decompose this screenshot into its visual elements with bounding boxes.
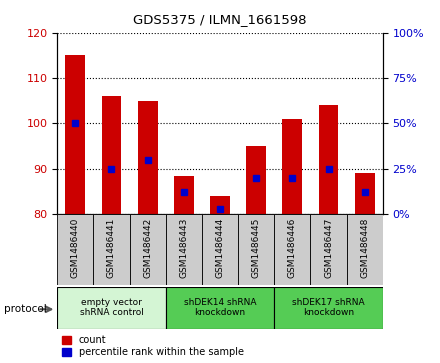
Bar <box>246 146 266 214</box>
Bar <box>129 214 166 285</box>
Legend: count, percentile rank within the sample: count, percentile rank within the sample <box>62 335 244 357</box>
Bar <box>57 214 93 285</box>
Bar <box>138 101 158 214</box>
Text: GSM1486440: GSM1486440 <box>71 218 80 278</box>
Bar <box>166 287 274 329</box>
Bar <box>311 214 347 285</box>
Bar <box>355 173 375 214</box>
Text: GSM1486447: GSM1486447 <box>324 218 333 278</box>
Bar <box>238 214 274 285</box>
Text: empty vector
shRNA control: empty vector shRNA control <box>80 298 143 317</box>
Bar <box>319 105 338 214</box>
Bar <box>282 119 302 214</box>
Bar <box>274 287 383 329</box>
Text: GSM1486446: GSM1486446 <box>288 218 297 278</box>
Text: protocol: protocol <box>4 304 47 314</box>
Bar <box>210 196 230 214</box>
Text: GSM1486443: GSM1486443 <box>180 218 188 278</box>
Bar <box>166 214 202 285</box>
Text: shDEK14 shRNA
knockdown: shDEK14 shRNA knockdown <box>184 298 256 317</box>
Bar <box>57 287 166 329</box>
Text: GSM1486441: GSM1486441 <box>107 218 116 278</box>
Text: GDS5375 / ILMN_1661598: GDS5375 / ILMN_1661598 <box>133 13 307 26</box>
Bar <box>347 214 383 285</box>
Text: GSM1486445: GSM1486445 <box>252 218 260 278</box>
Text: shDEK17 shRNA
knockdown: shDEK17 shRNA knockdown <box>292 298 365 317</box>
Bar <box>102 96 121 214</box>
Text: GSM1486444: GSM1486444 <box>216 218 224 278</box>
Text: GSM1486448: GSM1486448 <box>360 218 369 278</box>
Bar <box>93 214 129 285</box>
Text: GSM1486442: GSM1486442 <box>143 218 152 278</box>
Bar <box>174 176 194 214</box>
Bar <box>202 214 238 285</box>
Bar <box>66 55 85 214</box>
Bar <box>274 214 311 285</box>
